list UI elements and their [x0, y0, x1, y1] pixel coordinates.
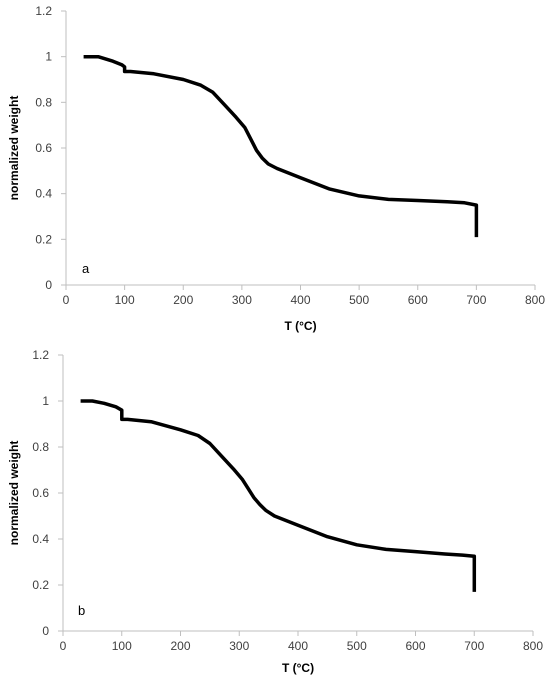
x-tick-label: 800 — [525, 293, 545, 307]
x-tick-label: 100 — [112, 639, 132, 653]
y-tick-label: 0.4 — [35, 187, 52, 201]
chart-panel-b: 0 100 200 300 400 500 600 700 800 0 0.2 0.4 0.6 0.8 1 1… — [7, 348, 543, 675]
y-tick-label: 0.6 — [32, 486, 49, 500]
y-tick-label: 0.6 — [35, 141, 52, 155]
x-tick-label: 700 — [464, 639, 484, 653]
x-tick-label: 500 — [347, 639, 367, 653]
panel-label: a — [82, 261, 90, 276]
x-tick-label: 300 — [229, 639, 249, 653]
x-tick-label: 0 — [60, 639, 67, 653]
x-tick-label: 600 — [405, 639, 425, 653]
x-tick-label: 400 — [288, 639, 308, 653]
chart-panel-a: 0 100 200 300 400 500 600 700 800 0 0.2 0.4 0.6 0.8 1 1… — [7, 4, 545, 333]
x-tick-label: 200 — [170, 639, 190, 653]
x-axis-title: T (°C) — [282, 661, 314, 675]
y-tick-label: 0.8 — [32, 440, 49, 454]
x-tick-label: 700 — [466, 293, 486, 307]
series-line — [80, 399, 477, 592]
x-tick-label: 600 — [408, 293, 428, 307]
y-tick-label: 0.8 — [35, 95, 52, 109]
y-tick-label: 1.2 — [35, 4, 52, 18]
x-tick-label: 100 — [115, 293, 135, 307]
y-tick-label: 0 — [42, 624, 49, 638]
x-tick-label: 0 — [63, 293, 70, 307]
panel-label: b — [78, 603, 85, 618]
y-tick-label: 1 — [42, 394, 49, 408]
x-tick-label: 300 — [232, 293, 252, 307]
y-tick-label: 1.2 — [32, 348, 49, 362]
y-tick-label: 0.4 — [32, 532, 49, 546]
x-axis-title: T (°C) — [284, 319, 316, 333]
series-line — [83, 54, 479, 238]
y-tick-label: 0.2 — [32, 578, 49, 592]
y-tick-label: 0 — [45, 278, 52, 292]
x-tick-label: 400 — [290, 293, 310, 307]
y-axis-title: normalized weight — [7, 96, 21, 201]
x-tick-label: 200 — [173, 293, 193, 307]
y-tick-label: 1 — [45, 50, 52, 64]
x-tick-label: 500 — [349, 293, 369, 307]
y-axis-title: normalized weight — [7, 441, 21, 546]
x-tick-label: 800 — [523, 639, 543, 653]
y-tick-label: 0.2 — [35, 232, 52, 246]
